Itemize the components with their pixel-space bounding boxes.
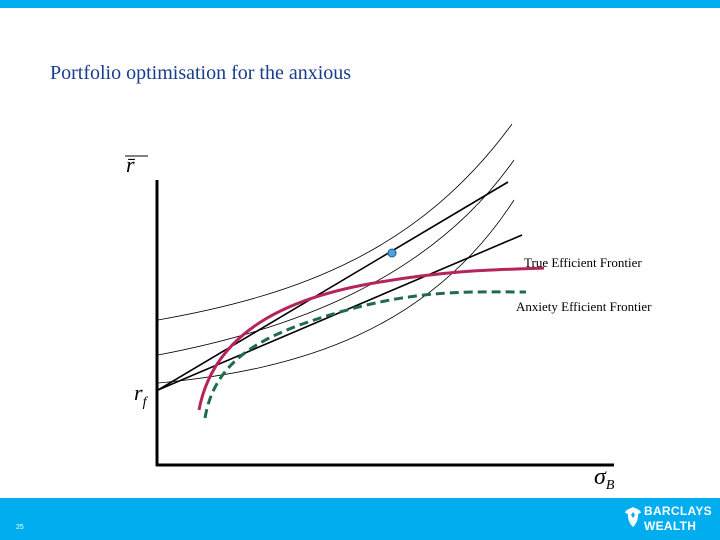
logo-line-2: WEALTH	[644, 519, 697, 533]
true-efficient-frontier-curve	[197, 266, 545, 411]
page-number: 25	[16, 524, 24, 531]
eagle-icon	[625, 507, 641, 527]
y-axis-label: r̄	[126, 152, 136, 177]
x-axis-label-subscript: B	[606, 478, 615, 493]
barclays-wealth-logo: BARCLAYS WEALTH	[624, 504, 716, 536]
anxiety-efficient-frontier-curve	[203, 290, 527, 419]
bottom-brand-bar	[0, 498, 720, 540]
slide-title: Portfolio optimisation for the anxious	[50, 62, 352, 84]
true-frontier-label: True Efficient Frontier	[524, 255, 642, 270]
indifference-curve-3	[157, 199, 515, 384]
logo-text: BARCLAYS WEALTH	[644, 504, 712, 534]
x-axis-label: σB	[594, 464, 615, 493]
top-accent-bar	[0, 0, 720, 8]
x-axis-label-main: σ	[594, 464, 607, 490]
rf-label: rf	[134, 380, 149, 410]
rf-label-main: r	[134, 380, 143, 405]
indifference-curve-1	[157, 123, 513, 321]
indifference-curve-2	[157, 159, 515, 356]
logo-line-1: BARCLAYS	[644, 504, 712, 518]
rf-label-subscript: f	[143, 395, 149, 410]
capital-market-line-upper	[157, 181, 509, 391]
anxiety-frontier-label: Anxiety Efficient Frontier	[516, 299, 652, 314]
tangency-point	[387, 248, 397, 258]
